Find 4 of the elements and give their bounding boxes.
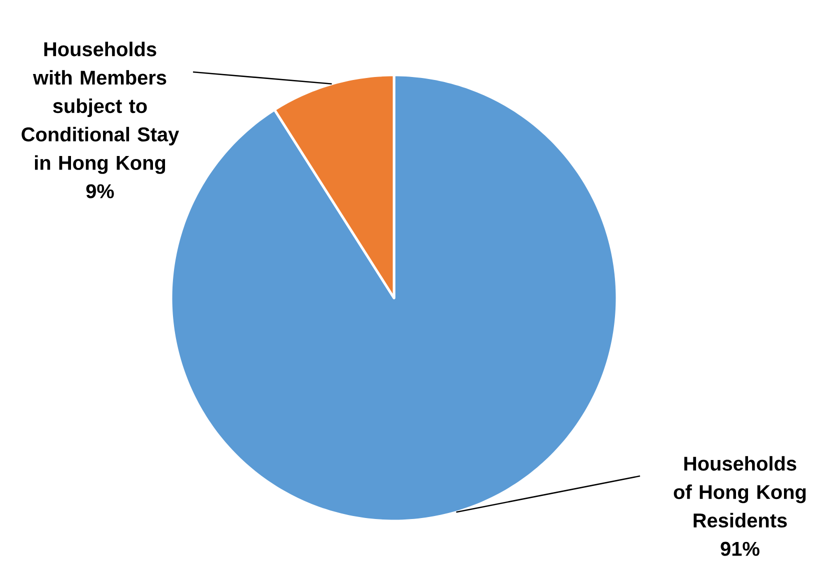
data-label: 91% <box>720 542 760 556</box>
slice-label: Households of Hong Kong Residents <box>674 456 806 528</box>
slice-label: Households with Members subject to Conditional Stay in Hong Kong <box>22 42 180 174</box>
data-label: 9% <box>86 184 114 198</box>
